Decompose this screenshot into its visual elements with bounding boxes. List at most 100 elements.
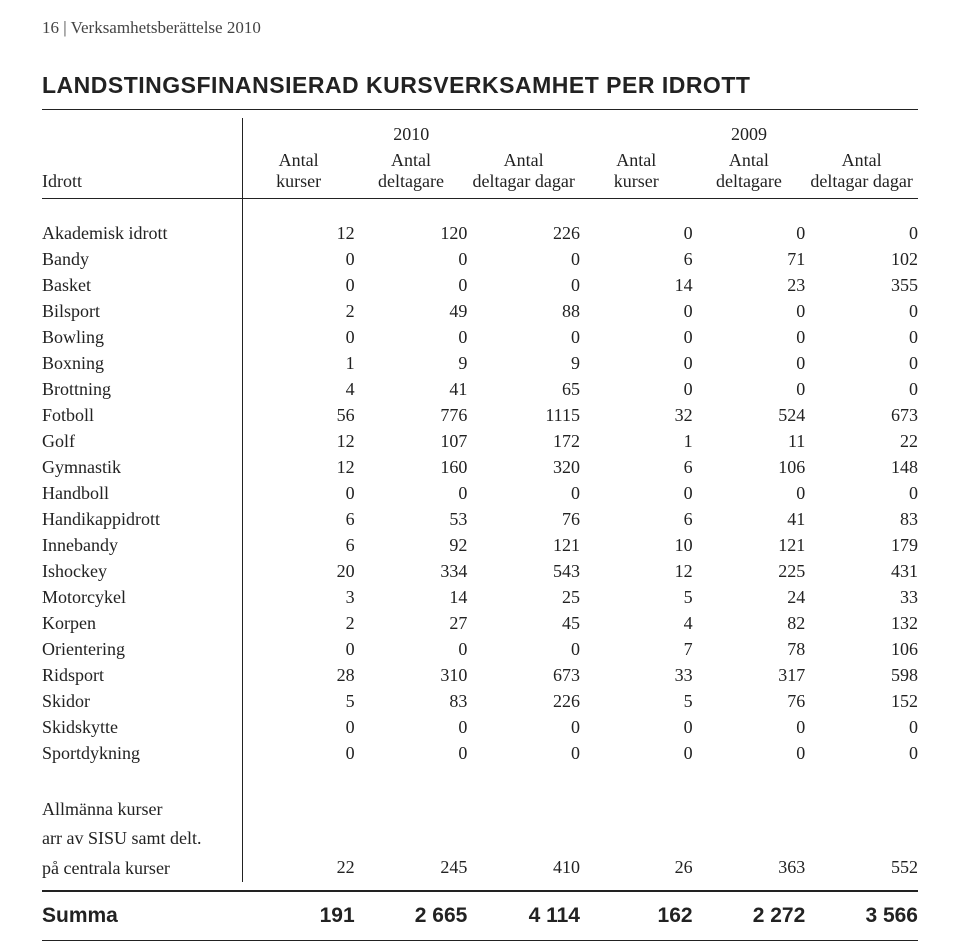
cell: 310 (355, 662, 468, 688)
sisu-v6: 552 (805, 853, 918, 882)
cell: 673 (467, 662, 580, 688)
cell: 2 (242, 610, 355, 636)
cell: 12 (242, 428, 355, 454)
cell: 172 (467, 428, 580, 454)
cell: 106 (805, 636, 918, 662)
cell: 6 (580, 246, 693, 272)
row-label: Handboll (42, 480, 242, 506)
cell: 12 (580, 558, 693, 584)
cell: 33 (805, 584, 918, 610)
table-row: Sportdykning000000 (42, 740, 918, 766)
row-label: Bilsport (42, 298, 242, 324)
cell: 0 (242, 480, 355, 506)
table-row: Skidskytte000000 (42, 714, 918, 740)
cell: 49 (355, 298, 468, 324)
row-label: Boxning (42, 350, 242, 376)
table-row: Fotboll56776111532524673 (42, 402, 918, 428)
cell: 0 (805, 324, 918, 350)
cell: 4 (242, 376, 355, 402)
table-row: Gymnastik121603206106148 (42, 454, 918, 480)
cell: 22 (805, 428, 918, 454)
row-label: Innebandy (42, 532, 242, 558)
cell: 0 (693, 376, 806, 402)
cell: 102 (805, 246, 918, 272)
cell: 92 (355, 532, 468, 558)
cell: 2 (242, 298, 355, 324)
summa-v6: 3 566 (805, 898, 918, 938)
table-row: Golf1210717211122 (42, 428, 918, 454)
cell: 0 (242, 636, 355, 662)
cell: 152 (805, 688, 918, 714)
table-row: Brottning44165000 (42, 376, 918, 402)
cell: 0 (242, 714, 355, 740)
cell: 121 (467, 532, 580, 558)
cell: 148 (805, 454, 918, 480)
table-row: Skidor583226576152 (42, 688, 918, 714)
table-row: Orientering000778106 (42, 636, 918, 662)
cell: 0 (580, 714, 693, 740)
table-body: Akademisk idrott12120226000Bandy00067110… (42, 199, 918, 767)
cell: 106 (693, 454, 806, 480)
cell: 3 (242, 584, 355, 610)
year-left: 2010 (242, 118, 580, 148)
cell: 0 (693, 298, 806, 324)
cell: 28 (242, 662, 355, 688)
cell: 27 (355, 610, 468, 636)
cell: 0 (693, 740, 806, 766)
cell: 320 (467, 454, 580, 480)
cell: 120 (355, 220, 468, 246)
row-label: Motorcykel (42, 584, 242, 610)
cell: 6 (242, 506, 355, 532)
cell: 0 (693, 714, 806, 740)
cell: 0 (580, 220, 693, 246)
cell: 0 (242, 740, 355, 766)
summa-v2: 2 665 (355, 898, 468, 938)
cell: 1115 (467, 402, 580, 428)
cell: 14 (580, 272, 693, 298)
col-5: Antaldeltagare (693, 148, 806, 199)
cell: 4 (580, 610, 693, 636)
cell: 5 (580, 688, 693, 714)
title-rule (42, 109, 918, 110)
cell: 53 (355, 506, 468, 532)
row-label: Sportdykning (42, 740, 242, 766)
table-row: Basket0001423355 (42, 272, 918, 298)
cell: 0 (355, 246, 468, 272)
cell: 431 (805, 558, 918, 584)
row-label: Bandy (42, 246, 242, 272)
cell: 0 (805, 740, 918, 766)
cell: 673 (805, 402, 918, 428)
cell: 88 (467, 298, 580, 324)
row-label: Skidskytte (42, 714, 242, 740)
cell: 121 (693, 532, 806, 558)
table-row: Boxning199000 (42, 350, 918, 376)
table-row: Akademisk idrott12120226000 (42, 220, 918, 246)
cell: 12 (242, 454, 355, 480)
sisu-v4: 26 (580, 853, 693, 882)
cell: 0 (693, 350, 806, 376)
sisu-line1: Allmänna kurser (42, 787, 242, 824)
cell: 0 (580, 480, 693, 506)
cell: 1 (242, 350, 355, 376)
cell: 0 (467, 480, 580, 506)
table-header: 2010 2009 Idrott Antalkurser Antaldeltag… (42, 118, 918, 199)
cell: 0 (467, 272, 580, 298)
cell: 24 (693, 584, 806, 610)
cell: 0 (580, 298, 693, 324)
table-row: Motorcykel3142552433 (42, 584, 918, 610)
cell: 179 (805, 532, 918, 558)
table-row: Ishockey2033454312225431 (42, 558, 918, 584)
col-1: Antalkurser (242, 148, 355, 199)
cell: 83 (805, 506, 918, 532)
cell: 0 (355, 480, 468, 506)
cell: 225 (693, 558, 806, 584)
cell: 41 (693, 506, 806, 532)
row-label: Golf (42, 428, 242, 454)
cell: 0 (805, 350, 918, 376)
cell: 0 (693, 324, 806, 350)
cell: 33 (580, 662, 693, 688)
cell: 0 (355, 324, 468, 350)
col-6: Antaldeltagar dagar (805, 148, 918, 199)
cell: 0 (805, 376, 918, 402)
sisu-v5: 363 (693, 853, 806, 882)
